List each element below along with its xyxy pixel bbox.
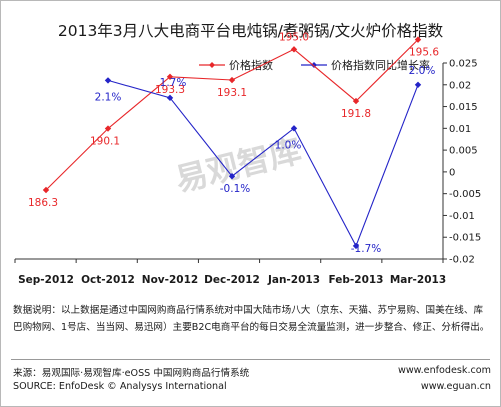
- chart-axes: Sep-2012 Oct-2012 Nov-2012 Dec-2012 Jan-2013…: [14, 59, 481, 286]
- y2-tick-label: 0.025: [449, 59, 478, 70]
- y2-tick-label: -0.02: [449, 255, 475, 266]
- source-separator: [11, 359, 490, 360]
- legend-label: 价格指数同比增长率: [331, 58, 430, 72]
- data-point: [414, 36, 422, 43]
- x-tick-label: Jan-2013: [267, 274, 320, 286]
- data-label: 193.3: [155, 84, 185, 96]
- data-label: 2.0%: [409, 65, 436, 77]
- y2-tick-label: 0.01: [449, 124, 471, 135]
- data-label: 2.1%: [95, 91, 122, 103]
- chart-marks: 186.3 190.1 193.3 193.1 195.0 191.8 195.6 2.1% 1…: [28, 31, 439, 255]
- data-point: [228, 173, 236, 180]
- legend-marker: [311, 62, 317, 68]
- data-point: [104, 77, 112, 84]
- data-point: [352, 242, 360, 250]
- data-note: 数据说明：以上数据是通过中国网购商品行情系统对中国大陆市场八大（京东、天猫、苏宁…: [13, 305, 490, 333]
- y2-tick-label: 0.015: [449, 102, 478, 113]
- source-text-1: 来源：易观国际·易观智库·eOSS 中国网购商品行情系统: [13, 368, 250, 379]
- data-point: [166, 73, 174, 81]
- y2-tick-label: 0: [449, 167, 455, 178]
- legend-marker: [209, 62, 215, 68]
- x-tick-label: Nov-2012: [142, 274, 198, 286]
- y2-tick-label: -0.015: [449, 233, 481, 244]
- data-label: -1.7%: [351, 243, 381, 255]
- x-tick-label: Sep-2012: [18, 274, 74, 286]
- x-tick-label: Oct-2012: [81, 274, 135, 286]
- price-index-chart: 易观智库 Sep-2012 Oct-2012 Nov-2012 Dec-2012 Jan…: [14, 31, 481, 286]
- legend-label: 价格指数: [229, 58, 273, 72]
- data-point: [104, 125, 112, 132]
- chart-legend: 价格指数 价格指数同比增长率: [199, 58, 430, 72]
- data-label: 1.7%: [160, 77, 187, 89]
- source-row-2: SOURCE: EnfoDesk © Analysys Internationa…: [13, 381, 491, 392]
- x-tick-label: Feb-2013: [329, 274, 384, 286]
- data-label: 186.3: [28, 197, 58, 209]
- data-label: 191.8: [341, 108, 371, 120]
- data-point: [42, 186, 50, 194]
- source-text-2: SOURCE: EnfoDesk © Analysys Internationa…: [13, 381, 227, 392]
- data-point: [290, 46, 298, 53]
- data-point: [290, 125, 298, 132]
- data-point: [414, 81, 422, 88]
- series-line: [107, 79, 419, 248]
- data-point: [166, 94, 174, 102]
- y2-tick-label: 0.02: [449, 80, 471, 91]
- y2-tick-label: -0.01: [449, 211, 475, 222]
- data-label: 190.1: [90, 136, 120, 148]
- source-url-2[interactable]: www.eguan.cn: [420, 381, 491, 392]
- y2-tick-label: -0.005: [449, 189, 481, 200]
- data-label: 195.6: [409, 47, 439, 59]
- x-tick-label: Mar-2013: [390, 274, 446, 286]
- data-label: -0.1%: [220, 183, 250, 195]
- data-point: [352, 97, 360, 105]
- data-point: [228, 76, 236, 84]
- chart-title: 2013年3月八大电商平台电炖锅/煮粥锅/文火炉价格指数: [57, 22, 444, 40]
- x-tick-label: Dec-2012: [204, 274, 260, 286]
- data-label: 193.1: [217, 87, 247, 99]
- y2-tick-label: 0.005: [449, 146, 478, 157]
- data-label: 1.0%: [275, 139, 302, 151]
- data-label: 195.0: [279, 31, 309, 43]
- source-url-1[interactable]: www.enfodesk.com: [397, 365, 491, 376]
- source-row-1: 来源：易观国际·易观智库·eOSS 中国网购商品行情系统 www.enfodes…: [13, 365, 491, 379]
